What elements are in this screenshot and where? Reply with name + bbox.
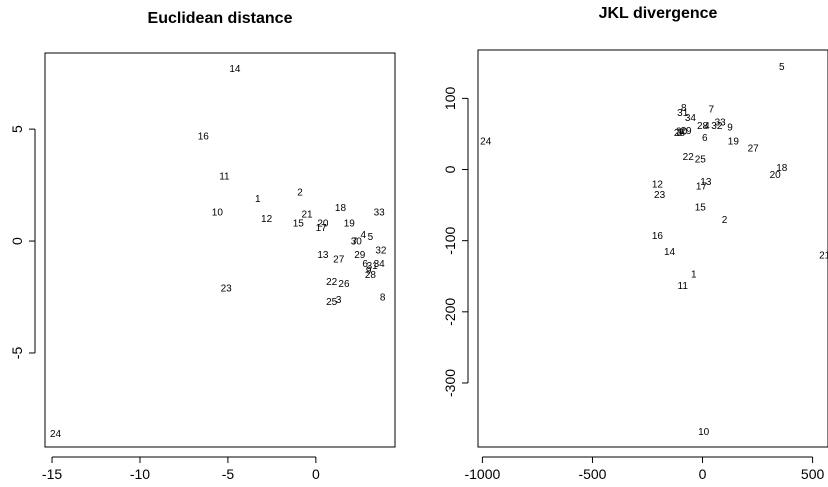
- jkl-x-tick-label: 0: [699, 466, 707, 482]
- jkl-y-tick-label: -300: [442, 369, 458, 397]
- euclidean-point-24: 24: [50, 429, 62, 440]
- euclidean-point-21: 21: [301, 210, 313, 221]
- jkl-divergence-panel: JKL divergence-1000 -500 0 500-300-200-1000…: [442, 5, 828, 482]
- jkl-point-16: 16: [652, 231, 664, 242]
- jkl-point-9: 9: [727, 122, 733, 133]
- jkl-point-15: 15: [695, 203, 707, 214]
- jkl-point-18: 18: [776, 163, 788, 174]
- euclidean-point-5: 5: [368, 232, 374, 243]
- euclidean-point-16: 16: [198, 131, 210, 142]
- euclidean-point-18: 18: [335, 203, 347, 214]
- euclidean-point-34: 34: [374, 259, 386, 270]
- jkl-point-13: 13: [700, 177, 712, 188]
- jkl-point-27: 27: [748, 144, 760, 155]
- euclidean-point-25: 25: [326, 297, 338, 308]
- jkl-point-21: 21: [819, 250, 828, 261]
- jkl-x-tick-label: -500: [578, 466, 606, 482]
- euclidean-point-4: 4: [361, 230, 367, 241]
- euclidean-y-tick-label: 0: [9, 237, 25, 245]
- jkl-x-tick-label: 500: [801, 466, 825, 482]
- euclidean-chart-title: Euclidean distance: [148, 10, 293, 27]
- jkl-y-tick-label: 100: [442, 86, 458, 110]
- euclidean-point-33: 33: [374, 207, 386, 218]
- euclidean-point-10: 10: [212, 207, 224, 218]
- euclidean-point-9: 9: [366, 266, 372, 277]
- euclidean-point-6: 6: [362, 259, 368, 270]
- jkl-point-25: 25: [695, 154, 707, 165]
- jkl-point-30: 30: [676, 127, 688, 138]
- euclidean-point-29: 29: [354, 250, 366, 261]
- jkl-point-31: 31: [677, 108, 689, 119]
- euclidean-x-tick-label: -15: [42, 466, 62, 482]
- euclidean-x-tick-label: -10: [130, 466, 150, 482]
- euclidean-y-tick-label: 5: [9, 125, 25, 133]
- jkl-point-17: 17: [696, 181, 708, 192]
- jkl-point-24: 24: [480, 137, 492, 148]
- jkl-y-tick-label: -100: [442, 226, 458, 254]
- euclidean-point-22: 22: [326, 277, 338, 288]
- jkl-point-19: 19: [728, 137, 740, 148]
- euclidean-point-8: 8: [380, 293, 386, 304]
- euclidean-point-27: 27: [333, 254, 345, 265]
- jkl-point-4: 4: [704, 121, 710, 132]
- euclidean-point-17: 17: [316, 223, 328, 234]
- jkl-point-23: 23: [654, 190, 666, 201]
- jkl-point-2: 2: [722, 215, 728, 226]
- jkl-point-3: 3: [677, 128, 683, 139]
- jkl-point-33: 33: [715, 117, 727, 128]
- jkl-point-26: 26: [674, 128, 686, 139]
- jkl-y-tick-label: -200: [442, 298, 458, 326]
- jkl-point-6: 6: [702, 133, 708, 144]
- euclidean-point-15: 15: [293, 219, 305, 230]
- euclidean-x-tick-label: 0: [312, 466, 320, 482]
- euclidean-point-32: 32: [375, 246, 387, 257]
- jkl-point-22: 22: [683, 152, 695, 163]
- jkl-point-32: 32: [711, 121, 723, 132]
- euclidean-point-19: 19: [344, 219, 356, 230]
- jkl-point-34: 34: [685, 113, 697, 124]
- euclidean-point-14: 14: [229, 64, 241, 75]
- euclidean-y-tick-label: -5: [9, 347, 25, 360]
- jkl-point-1: 1: [691, 270, 697, 281]
- euclidean-point-28: 28: [365, 270, 377, 281]
- euclidean-point-26: 26: [338, 279, 350, 290]
- euclidean-x-tick-label: -5: [222, 466, 235, 482]
- jkl-point-5: 5: [779, 62, 785, 73]
- jkl-chart-title: JKL divergence: [599, 5, 718, 22]
- jkl-point-20: 20: [770, 170, 782, 181]
- jkl-x-tick-label: -1000: [464, 466, 500, 482]
- euclidean-point-3: 3: [336, 295, 342, 306]
- jkl-point-14: 14: [664, 247, 676, 258]
- euclidean-plot-frame: [44, 52, 396, 448]
- jkl-point-10: 10: [698, 427, 710, 438]
- jkl-plot-frame: [477, 49, 828, 448]
- jkl-point-28: 28: [697, 121, 709, 132]
- euclidean-point-30: 30: [351, 237, 363, 248]
- euclidean-point-2: 2: [297, 187, 303, 198]
- euclidean-point-23: 23: [221, 284, 233, 295]
- euclidean-point-20: 20: [317, 219, 329, 230]
- jkl-y-tick-label: 0: [442, 165, 458, 173]
- jkl-point-11: 11: [678, 281, 689, 292]
- euclidean-point-31: 31: [367, 261, 379, 272]
- jkl-point-8: 8: [681, 103, 687, 114]
- euclidean-point-13: 13: [317, 250, 329, 261]
- jkl-point-29: 29: [680, 126, 692, 137]
- euclidean-point-7: 7: [352, 237, 358, 248]
- euclidean-point-11: 11: [219, 172, 230, 183]
- euclidean-point-12: 12: [261, 214, 273, 225]
- jkl-point-7: 7: [709, 105, 715, 116]
- euclidean-point-1: 1: [255, 194, 261, 205]
- jkl-point-12: 12: [652, 179, 664, 190]
